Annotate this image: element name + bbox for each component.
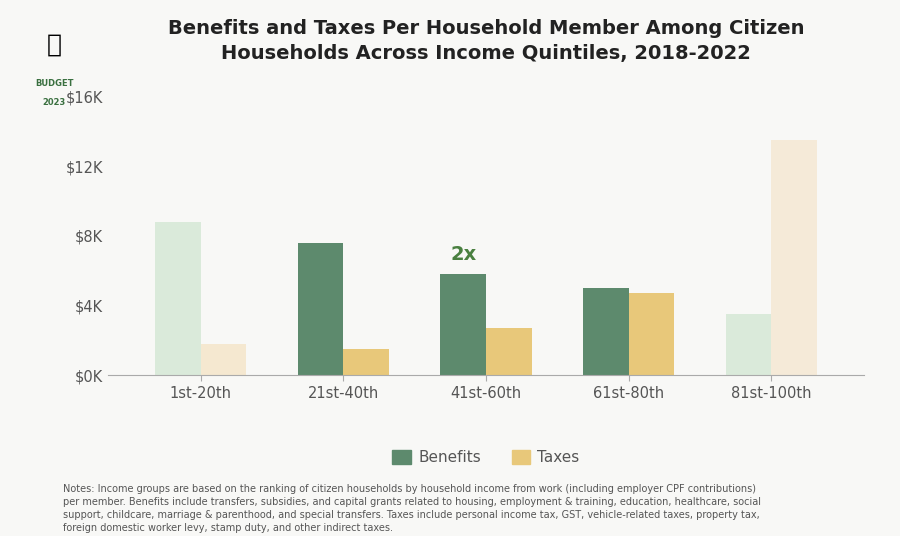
Text: BUDGET: BUDGET — [35, 79, 73, 87]
Legend: Benefits, Taxes: Benefits, Taxes — [386, 444, 586, 472]
Text: 2023: 2023 — [42, 98, 66, 107]
Text: Benefits and Taxes Per Household Member Among Citizen
Households Across Income Q: Benefits and Taxes Per Household Member … — [167, 19, 805, 63]
Bar — [725, 314, 771, 375]
Bar — [486, 328, 532, 375]
Text: 2x: 2x — [450, 245, 476, 264]
Bar — [583, 288, 628, 375]
Bar — [155, 222, 201, 375]
Bar — [298, 243, 344, 375]
Text: 🟢: 🟢 — [47, 33, 61, 56]
Bar — [440, 274, 486, 375]
Bar — [628, 293, 674, 375]
Text: Notes: Income groups are based on the ranking of citizen households by household: Notes: Income groups are based on the ra… — [63, 483, 761, 533]
Bar — [344, 349, 389, 375]
Bar — [201, 344, 247, 375]
Bar — [771, 140, 817, 375]
